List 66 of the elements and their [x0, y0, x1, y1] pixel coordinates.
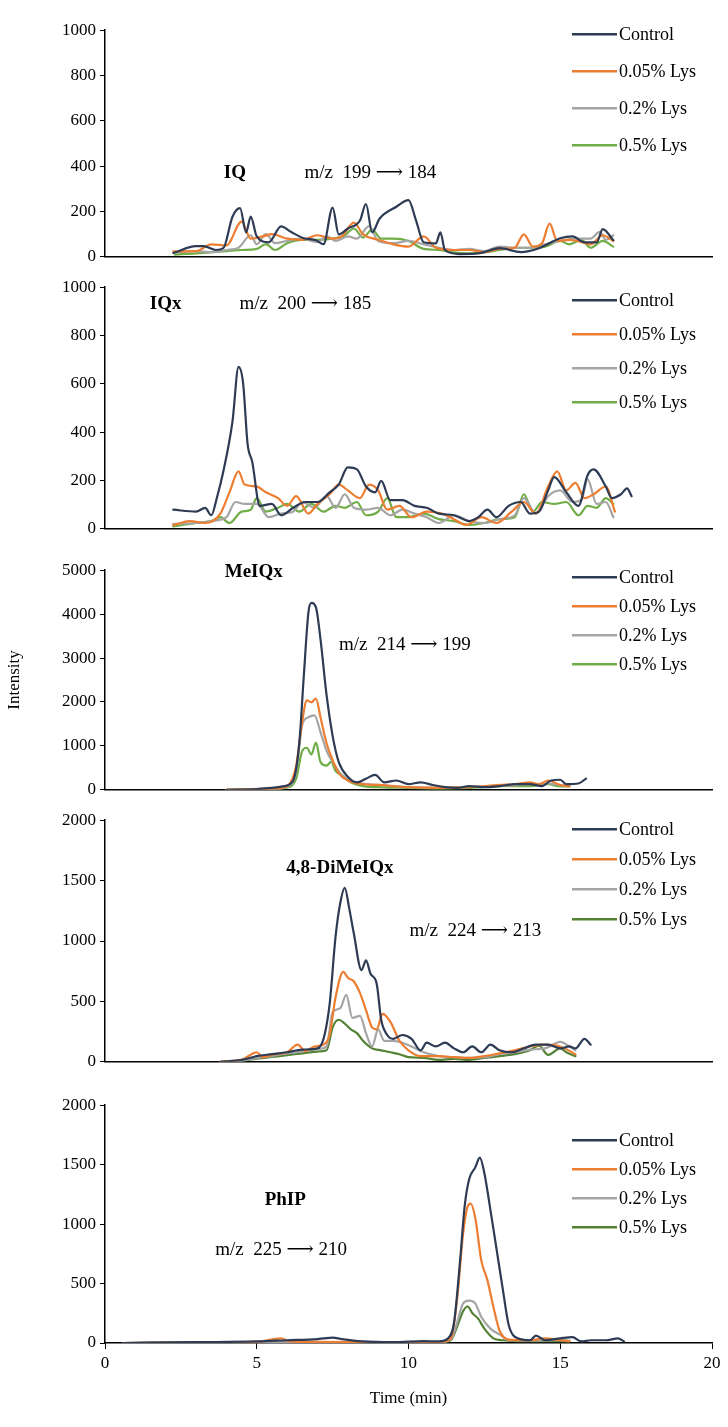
y-tick-label: 1000	[62, 276, 96, 296]
legend-label: 0.05% Lys	[619, 323, 697, 344]
y-tick-label: 5000	[62, 559, 96, 579]
y-tick-label: 500	[70, 1273, 96, 1293]
legend-label: 0.5% Lys	[619, 391, 688, 412]
legend-label: 0.2% Lys	[619, 1187, 688, 1208]
y-tick-label: 400	[70, 155, 96, 175]
y-tick-label: 400	[70, 421, 96, 441]
y-tick-label: 800	[70, 64, 96, 84]
legend-label: 0.5% Lys	[619, 653, 688, 674]
legend-label: Control	[619, 289, 675, 310]
chart-title: IQx	[149, 292, 183, 314]
y-tick-label: 1500	[62, 1154, 96, 1174]
y-tick-label: 800	[70, 324, 96, 344]
annotation: m/z 214 ⟶ 199	[338, 632, 471, 654]
y-tick-label: 500	[70, 990, 96, 1010]
y-tick-label: 200	[70, 469, 96, 489]
legend-label: 0.05% Lys	[619, 595, 697, 616]
y-axis-title: Intensity	[3, 649, 23, 710]
y-tick-label: 0	[87, 518, 96, 538]
text: 4,8-DiMeIQx	[286, 856, 394, 878]
legend-label: 0.2% Lys	[619, 878, 688, 899]
y-tick-label: 0	[87, 1332, 96, 1352]
legend-label: 0.05% Lys	[619, 60, 697, 81]
annotation: m/z 224 ⟶ 213	[409, 919, 542, 941]
x-tick-label: 20	[703, 1352, 721, 1372]
x-tick-label: 0	[100, 1352, 110, 1372]
text: PhIP	[264, 1188, 307, 1210]
y-tick-label: 2000	[62, 809, 96, 829]
y-tick-label: 0	[87, 246, 96, 266]
y-tick-label: 3000	[62, 647, 96, 667]
line-series	[172, 199, 615, 256]
x-tick-label: 15	[551, 1352, 569, 1372]
y-tick-label: 1000	[62, 735, 96, 755]
legend-label: 0.2% Lys	[619, 357, 688, 378]
legend-label: 0.5% Lys	[619, 1216, 688, 1237]
y-tick-label: 0	[87, 1051, 96, 1071]
chart-title: MeIQx	[224, 560, 284, 582]
x-tick-label: 5	[252, 1352, 261, 1372]
text: IQ	[223, 160, 246, 182]
x-axis-title: Time (min)	[369, 1388, 448, 1408]
legend-label: Control	[619, 1129, 675, 1150]
y-tick-label: 1000	[62, 19, 96, 39]
y-tick-label: 1000	[62, 1213, 96, 1233]
y-tick-label: 0	[87, 779, 96, 799]
x-tick-label: 10	[400, 1352, 417, 1372]
legend-label: 0.5% Lys	[619, 908, 688, 929]
legend-label: 0.2% Lys	[619, 624, 688, 645]
y-tick-label: 600	[70, 373, 96, 393]
y-tick-label: 200	[70, 200, 96, 220]
y-tick-label: 2000	[62, 1094, 96, 1114]
legend-label: Control	[619, 566, 675, 587]
legend-label: Control	[619, 818, 675, 839]
y-tick-label: 4000	[62, 603, 96, 623]
y-tick-label: 1500	[62, 870, 96, 890]
legend-label: 0.05% Lys	[619, 1158, 697, 1179]
y-tick-label: 600	[70, 110, 96, 130]
annotation: m/z 199 ⟶ 184	[304, 160, 437, 182]
legend-label: Control	[619, 23, 675, 44]
y-tick-label: 1000	[62, 930, 96, 950]
y-tick-label: 2000	[62, 691, 96, 711]
annotation: m/z 200 ⟶ 185	[239, 292, 372, 314]
legend-label: 0.2% Lys	[619, 97, 688, 118]
annotation: m/z 225 ⟶ 210	[215, 1238, 347, 1260]
legend-label: 0.5% Lys	[619, 134, 688, 155]
legend-label: 0.05% Lys	[619, 848, 697, 869]
